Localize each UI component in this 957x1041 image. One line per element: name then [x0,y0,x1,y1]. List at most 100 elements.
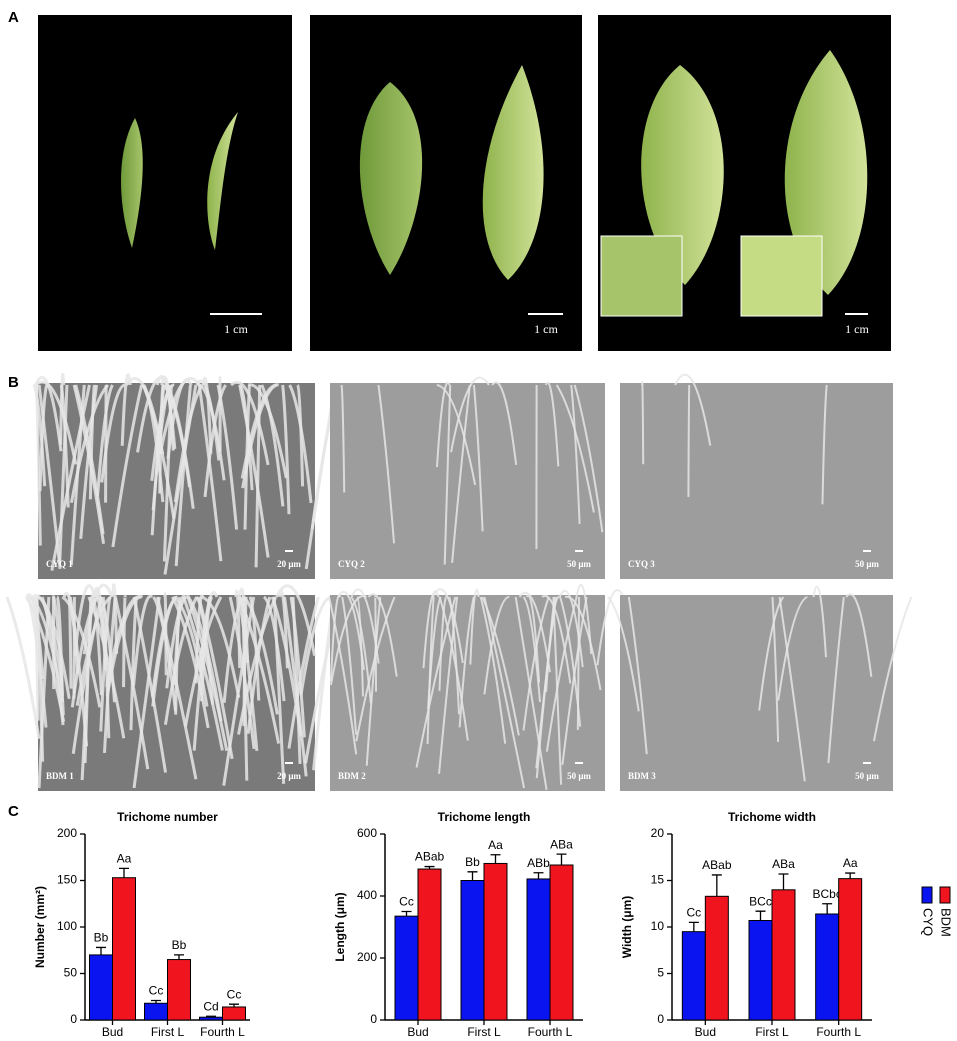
trichome [132,594,154,686]
trichome [174,384,192,567]
trichome [237,596,259,752]
trichome [771,596,780,742]
error-bar [556,853,567,865]
data-label: ABab [702,858,732,872]
y-tick-label: 0 [370,1012,377,1026]
data-label: Cd [203,999,218,1013]
bar [199,1016,223,1021]
trichome [230,380,270,466]
bar [681,931,706,1021]
scale-text: 50 μm [855,771,879,781]
bar [483,862,508,1021]
scale-text: 20 μm [277,771,301,781]
bar [112,877,136,1021]
error-bar [688,921,699,932]
data-label: Bb [172,938,187,952]
x-tick-label: First L [151,1025,185,1039]
data-label: ABa [772,857,795,871]
error-bar [711,874,722,897]
data-label: Cc [149,984,164,998]
scale-text: 1 cm [224,322,248,336]
trichome [99,596,112,732]
sem-grid: CYQ 1 20 μm CYQ 2 50 μm CYQ 3 50 μm BDM 1 20 μm… [5,372,913,791]
panel-label: A [8,9,19,26]
data-label: ABab [415,850,445,864]
leaf [482,65,544,280]
data-label: Bb [465,855,480,869]
x-tick-label: Fourth L [528,1025,573,1039]
trichome [25,593,45,679]
trichome [575,583,593,655]
leaf [120,118,143,248]
error-bar [778,873,789,890]
trichome [483,596,510,695]
x-tick-label: Bud [407,1025,428,1039]
y-tick-label: 0 [657,1012,664,1026]
trichome [341,596,358,735]
data-label: BCc [749,894,772,908]
leaf [784,50,868,295]
legend-label: CYQ [921,908,936,936]
y-tick-label: 10 [651,919,665,933]
trichome [82,583,114,655]
bar [167,959,191,1021]
trichome [38,384,49,492]
trichome [627,596,648,755]
trichome [37,596,51,789]
y-tick-label: 20 [651,826,665,840]
inset [740,235,823,317]
error-bar [755,910,766,921]
data-label: BCbc [812,887,841,901]
y-tick-label: 100 [57,919,77,933]
trichome [570,384,581,525]
trichome [166,378,193,460]
trichome [68,596,89,747]
sem-label: BDM 1 [46,771,74,781]
error-bar [401,910,412,917]
trichome [34,380,78,465]
trichome [37,384,62,570]
bar [144,1002,168,1021]
trichome [431,588,464,664]
error-bar [490,854,501,864]
trichome [238,384,270,558]
panel-label: C [8,803,19,820]
trichome [812,585,827,658]
trichome [151,384,171,511]
data-label: Aa [843,856,858,870]
trichome [260,384,285,507]
trichome [479,596,507,744]
bar [89,954,113,1021]
trichome [438,596,459,774]
trichome [283,596,308,777]
trichome [100,383,126,483]
trichome [436,384,477,486]
trichome [113,596,150,770]
trichome [443,384,452,565]
bar [394,915,419,1021]
data-label: Cc [399,895,414,909]
chart-title: Trichome width [728,810,816,824]
trichome [59,384,70,508]
sem-image [620,595,893,791]
trichome [541,594,572,684]
trichome [96,384,114,496]
y-tick-label: 150 [57,873,77,887]
trichome [234,589,242,668]
photo [38,15,292,351]
sem-label: BDM 2 [338,771,366,781]
data-label: ABb [527,856,550,870]
trichome [197,384,223,562]
y-tick-label: 5 [657,966,664,980]
error-bar [533,872,544,879]
data-label: Cc [227,987,242,1001]
trichome [573,384,604,533]
leaf [207,112,238,250]
error-bar [96,946,106,955]
trichome [558,590,584,668]
bar [771,889,796,1021]
error-bar [822,903,833,914]
trichome [438,596,469,741]
x-tick-label: Bud [695,1025,716,1039]
error-bar [174,954,184,960]
